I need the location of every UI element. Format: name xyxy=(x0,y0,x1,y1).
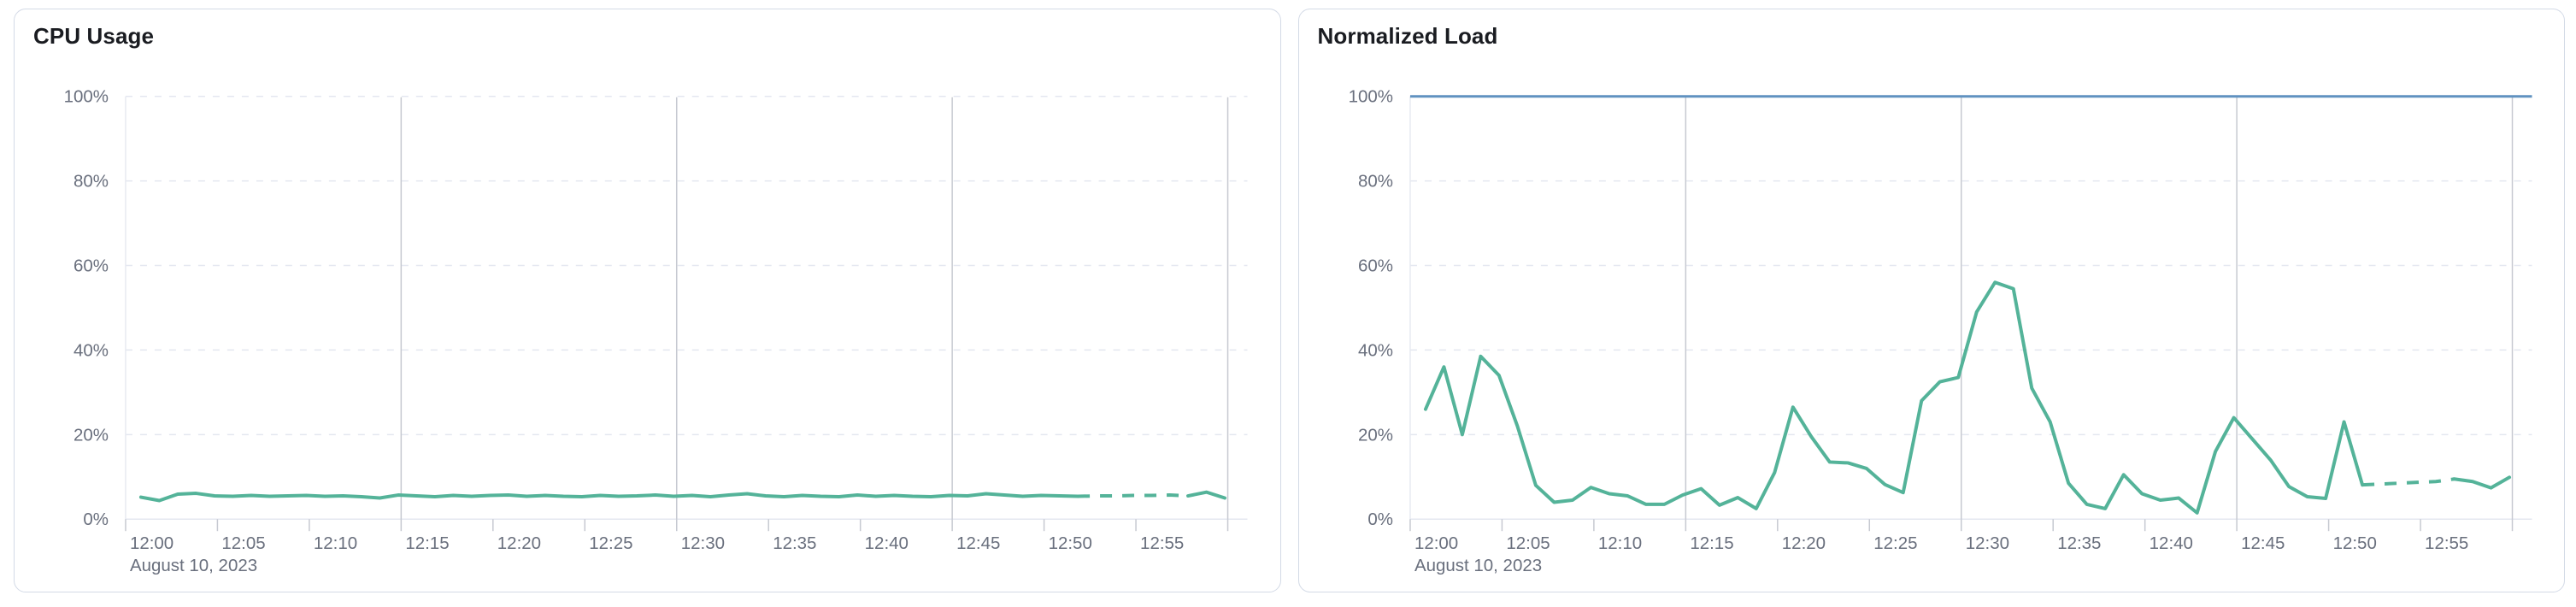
svg-text:12:45: 12:45 xyxy=(2241,533,2285,553)
svg-text:20%: 20% xyxy=(1357,425,1392,445)
svg-text:12:30: 12:30 xyxy=(681,533,725,553)
svg-text:12:15: 12:15 xyxy=(1690,533,1733,553)
svg-text:80%: 80% xyxy=(74,172,109,192)
svg-text:12:05: 12:05 xyxy=(1506,533,1550,553)
svg-text:12:20: 12:20 xyxy=(1781,533,1825,553)
svg-text:80%: 80% xyxy=(1357,172,1392,192)
chart-title: Normalized Load xyxy=(1317,23,1498,49)
svg-text:60%: 60% xyxy=(74,256,109,276)
cpu-usage-chart[interactable]: 12:00 12:05 12:10 12:15 12:20 12:25 12:30 12:35… xyxy=(15,9,1280,592)
svg-text:60%: 60% xyxy=(1357,256,1392,276)
svg-text:12:50: 12:50 xyxy=(2332,533,2376,553)
svg-text:12:40: 12:40 xyxy=(2149,533,2192,553)
svg-text:12:50: 12:50 xyxy=(1049,533,1092,553)
svg-text:12:55: 12:55 xyxy=(2425,533,2468,553)
svg-text:12:45: 12:45 xyxy=(956,533,1000,553)
svg-text:12:15: 12:15 xyxy=(405,533,449,553)
svg-text:12:10: 12:10 xyxy=(1597,533,1641,553)
svg-text:12:00: 12:00 xyxy=(130,533,173,553)
svg-text:0%: 0% xyxy=(1367,510,1393,529)
svg-text:August 10, 2023: August 10, 2023 xyxy=(1414,556,1541,575)
svg-text:20%: 20% xyxy=(74,425,109,445)
normalized-load-chart[interactable]: 12:00 12:05 12:10 12:15 12:20 12:25 12:30 12:35… xyxy=(1299,9,2565,592)
svg-text:12:25: 12:25 xyxy=(1873,533,1917,553)
svg-text:12:20: 12:20 xyxy=(497,533,541,553)
svg-text:40%: 40% xyxy=(1357,340,1392,360)
svg-text:12:25: 12:25 xyxy=(589,533,632,553)
svg-text:12:05: 12:05 xyxy=(221,533,265,553)
svg-text:100%: 100% xyxy=(64,87,109,107)
svg-text:12:35: 12:35 xyxy=(773,533,816,553)
svg-text:12:00: 12:00 xyxy=(1414,533,1457,553)
svg-text:August 10, 2023: August 10, 2023 xyxy=(130,556,257,575)
svg-text:12:55: 12:55 xyxy=(1140,533,1184,553)
normalized-load-panel: Normalized Load 12:00 12:05 12:10 12:15 12:2… xyxy=(1297,9,2565,592)
svg-text:0%: 0% xyxy=(83,510,109,529)
svg-text:12:30: 12:30 xyxy=(1965,533,2008,553)
svg-text:12:40: 12:40 xyxy=(865,533,909,553)
svg-text:40%: 40% xyxy=(74,340,109,360)
svg-text:12:35: 12:35 xyxy=(2057,533,2101,553)
cpu-usage-panel: CPU Usage 12:00 12:05 12:10 12:15 12:20 12:25… xyxy=(14,9,1281,592)
chart-title: CPU Usage xyxy=(33,23,155,49)
svg-text:100%: 100% xyxy=(1348,87,1392,107)
svg-text:12:10: 12:10 xyxy=(314,533,357,553)
